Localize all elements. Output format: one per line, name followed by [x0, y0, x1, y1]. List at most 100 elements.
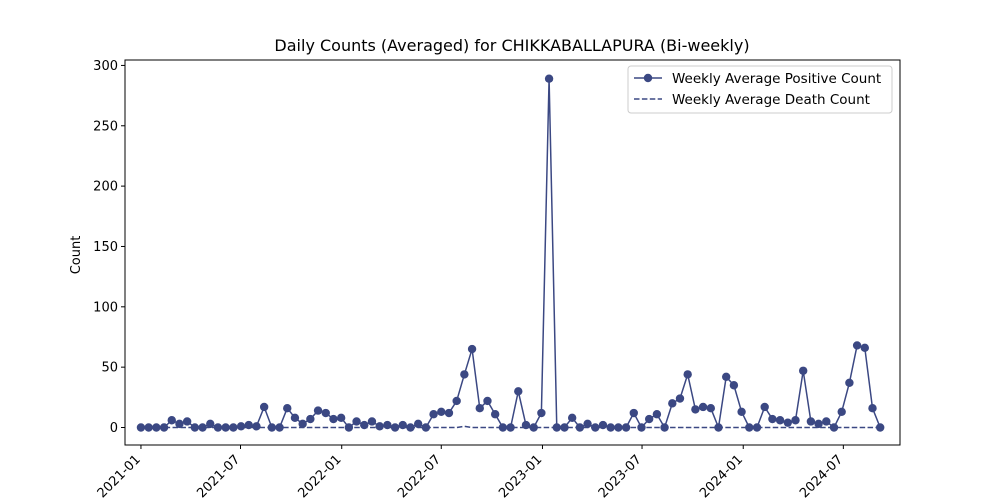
y-tick-label: 250 [93, 119, 118, 134]
y-tick-label: 300 [93, 59, 118, 74]
data-point-positive [868, 403, 877, 413]
data-point-positive [306, 414, 315, 424]
data-point-positive [683, 370, 692, 379]
data-point-positive [614, 423, 623, 432]
data-point-positive [521, 420, 531, 430]
legend-box [627, 65, 893, 114]
data-point-positive [514, 387, 523, 396]
data-point-positive [806, 417, 816, 426]
data-point-positive [729, 381, 739, 390]
data-point-positive [267, 423, 277, 432]
data-point-positive [860, 343, 869, 353]
data-point-positive [783, 418, 792, 427]
y-axis: 0 50 100 150 200 250 300 [93, 59, 125, 436]
data-point-positive [506, 423, 515, 432]
data-point-positive [206, 419, 215, 429]
data-point-positive [406, 423, 415, 432]
y-tick-label: 50 [101, 361, 118, 376]
data-point-positive [845, 378, 854, 388]
data-point-positive [675, 394, 685, 403]
data-point-positive [444, 408, 454, 418]
legend-marker-positive [643, 73, 653, 83]
data-point-positive [352, 417, 361, 426]
data-point-positive [283, 403, 292, 413]
data-point-positive [598, 420, 608, 430]
y-axis-title: Count [69, 236, 84, 275]
data-point-positive [814, 419, 823, 429]
data-point-positive [529, 423, 538, 432]
data-point-positive [182, 417, 192, 426]
data-point-positive [644, 414, 654, 424]
data-point-positive [360, 420, 369, 430]
data-point-positive [413, 419, 423, 429]
data-point-positive [552, 423, 561, 432]
data-point-positive [560, 423, 569, 432]
data-point-positive [313, 406, 323, 415]
data-point-positive [829, 423, 839, 432]
data-point-positive [175, 419, 184, 429]
data-point-positive [290, 413, 300, 423]
data-point-positive [637, 423, 646, 432]
data-point-positive [575, 423, 585, 432]
data-point-positive [429, 410, 438, 419]
data-point-positive [544, 74, 554, 83]
data-point-positive [375, 422, 384, 431]
y-tick-label: 150 [93, 240, 118, 255]
data-point-positive [152, 423, 161, 432]
data-point-positive [583, 419, 592, 429]
data-point-positive [460, 370, 469, 379]
data-point-positive [236, 422, 246, 431]
data-point-positive [775, 416, 785, 425]
data-point-positive [768, 414, 777, 424]
data-point-positive [791, 416, 800, 425]
data-point-positive [668, 399, 677, 408]
data-point-positive [714, 423, 723, 432]
data-point-positive [822, 417, 831, 426]
data-point-positive [737, 407, 746, 417]
data-point-positive [390, 423, 400, 432]
data-point-positive [437, 407, 446, 417]
data-point-positive [490, 410, 500, 419]
data-point-positive [698, 402, 708, 412]
data-point-positive [798, 366, 808, 375]
chart-title: Daily Counts (Averaged) for CHIKKABALLAP… [274, 36, 749, 55]
data-point-positive [344, 423, 354, 432]
data-point-positive [336, 413, 346, 423]
data-point-positive [367, 417, 377, 426]
data-point-positive [221, 423, 230, 432]
data-point-positive [483, 396, 492, 406]
data-point-positive [760, 402, 769, 412]
data-point-positive [876, 423, 885, 432]
data-point-positive [136, 423, 146, 432]
data-point-positive [213, 423, 223, 432]
data-point-positive [452, 396, 461, 406]
data-point-positive [837, 407, 846, 417]
data-point-positive [752, 423, 762, 432]
data-point-positive [275, 423, 284, 432]
data-point-positive [537, 408, 546, 418]
data-point-positive [190, 423, 200, 432]
data-point-positive [691, 405, 700, 414]
data-point-positive [198, 423, 207, 432]
legend-label-positive: Weekly Average Positive Count [672, 71, 881, 87]
data-point-positive [298, 419, 307, 429]
data-point-positive [252, 422, 261, 431]
data-point-positive [621, 423, 631, 432]
data-point-positive [167, 416, 176, 425]
data-point-positive [475, 403, 484, 413]
data-point-positive [321, 408, 330, 418]
legend-label-death: Weekly Average Death Count [672, 92, 870, 108]
data-point-positive [591, 423, 600, 432]
data-point-positive [421, 423, 431, 432]
y-tick-label: 0 [110, 421, 118, 436]
y-tick-label: 200 [93, 180, 118, 195]
data-point-positive [244, 420, 253, 430]
data-point-positive [144, 423, 153, 432]
data-point-positive [467, 344, 477, 354]
data-point-positive [229, 423, 238, 432]
data-point-positive [498, 423, 508, 432]
y-tick-label: 100 [93, 300, 118, 315]
legend: Weekly Average Positive Count Weekly Aver… [627, 65, 893, 114]
data-point-positive [706, 403, 715, 413]
